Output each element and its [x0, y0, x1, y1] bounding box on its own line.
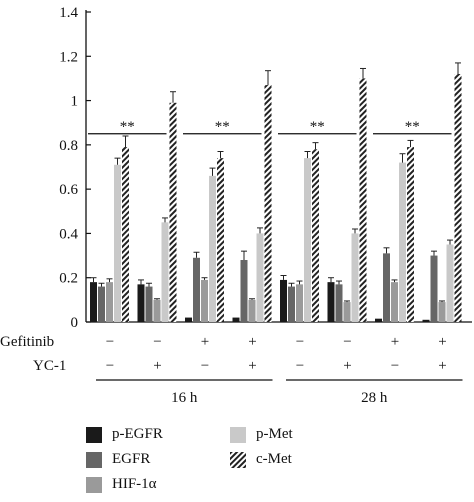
bar — [145, 286, 153, 322]
y-tick-label: 0.4 — [59, 226, 78, 242]
significance-label: ** — [120, 119, 135, 135]
y-tick-label: 0.2 — [59, 271, 78, 287]
yc1-sign: + — [153, 358, 161, 374]
bar — [264, 85, 272, 322]
bar — [161, 222, 169, 322]
bar — [137, 284, 145, 322]
yc1-sign: − — [201, 358, 209, 374]
bar — [185, 317, 192, 322]
bar — [438, 302, 446, 322]
bar — [454, 74, 462, 322]
time-label-16h: 16 h — [171, 390, 198, 406]
yc1-sign: − — [391, 358, 399, 374]
condition-labels: Gefitinib YC-1 16 h 28 h − − − + + − + + − − − + + − +… — [0, 334, 463, 406]
legend-item-p-egfr: p-EGFR — [86, 426, 163, 443]
legend-item-hif1a: HIF-1α — [86, 476, 157, 493]
bar — [359, 78, 367, 322]
yc1-sign: − — [106, 358, 114, 374]
bar — [335, 284, 343, 322]
significance-label: ** — [310, 119, 325, 135]
bar — [391, 282, 398, 322]
gefitinib-sign: + — [438, 334, 446, 350]
y-tick-label: 0 — [71, 315, 79, 331]
bar — [169, 102, 177, 323]
bar — [256, 233, 264, 322]
bar — [98, 286, 105, 322]
bar — [383, 253, 390, 322]
legend-label: p-EGFR — [112, 426, 163, 442]
legend-item-c-met: c-Met — [230, 451, 292, 468]
gefitinib-sign: + — [391, 334, 399, 350]
yc1-row-label: YC-1 — [33, 358, 66, 374]
bar — [209, 175, 216, 322]
gefitinib-sign: + — [248, 334, 256, 350]
legend-label: p-Met — [256, 426, 293, 442]
legend-swatch — [230, 451, 246, 468]
bar — [201, 279, 208, 322]
bar — [446, 244, 454, 322]
yc1-sign: + — [343, 358, 351, 374]
bar — [240, 260, 248, 322]
gefitinib-sign: − — [106, 334, 114, 350]
legend-swatch — [86, 476, 102, 493]
bar — [343, 302, 351, 322]
bar — [193, 257, 200, 322]
bar — [280, 279, 287, 322]
y-tick-label: 1.2 — [59, 49, 78, 65]
y-tick-label: 0.8 — [59, 138, 78, 154]
legend-swatch — [86, 426, 102, 443]
gefitinib-sign: + — [201, 334, 209, 350]
bar-chart: 0 0.2 0.4 0.6 0.8 1 1.2 1.4 ** ** ** ** Gefitinib … — [0, 5, 472, 406]
legend: p-EGFR EGFR HIF-1α p-Met c-Met — [86, 424, 386, 500]
bar — [106, 282, 113, 322]
bar — [327, 282, 335, 322]
yc1-sign: − — [296, 358, 304, 374]
bar — [312, 149, 319, 322]
legend-label: c-Met — [256, 451, 292, 467]
gefitinib-sign: − — [296, 334, 304, 350]
bar — [422, 319, 430, 322]
gefitinib-row-label: Gefitinib — [0, 334, 54, 350]
gefitinib-sign: − — [153, 334, 161, 350]
legend-label: EGFR — [112, 451, 151, 467]
bar — [304, 158, 311, 322]
bar — [430, 255, 438, 322]
bar — [351, 233, 359, 322]
bar — [122, 147, 129, 322]
legend-item-p-met: p-Met — [230, 426, 293, 443]
gefitinib-sign: − — [343, 334, 351, 350]
yc1-sign: + — [438, 358, 446, 374]
time-label-28h: 28 h — [361, 390, 388, 406]
bar — [399, 162, 406, 322]
yc1-sign: + — [248, 358, 256, 374]
bar — [288, 286, 295, 322]
significance-label: ** — [215, 119, 230, 135]
bar — [232, 317, 240, 322]
bar — [248, 299, 256, 322]
legend-label: HIF-1α — [112, 476, 157, 492]
bar — [407, 147, 414, 322]
legend-swatch — [230, 426, 246, 443]
legend-item-egfr: EGFR — [86, 451, 150, 468]
bar — [153, 299, 161, 322]
bar — [217, 158, 224, 322]
legend-swatch — [86, 451, 102, 468]
bar — [114, 164, 121, 322]
bar — [296, 284, 303, 322]
y-tick-label: 1 — [71, 94, 79, 110]
y-tick-label: 1.4 — [59, 5, 78, 21]
y-tick-label: 0.6 — [59, 182, 78, 198]
bars: ** ** ** ** — [88, 62, 462, 323]
significance-label: ** — [405, 119, 420, 135]
bar — [90, 282, 97, 322]
bar — [375, 318, 382, 322]
